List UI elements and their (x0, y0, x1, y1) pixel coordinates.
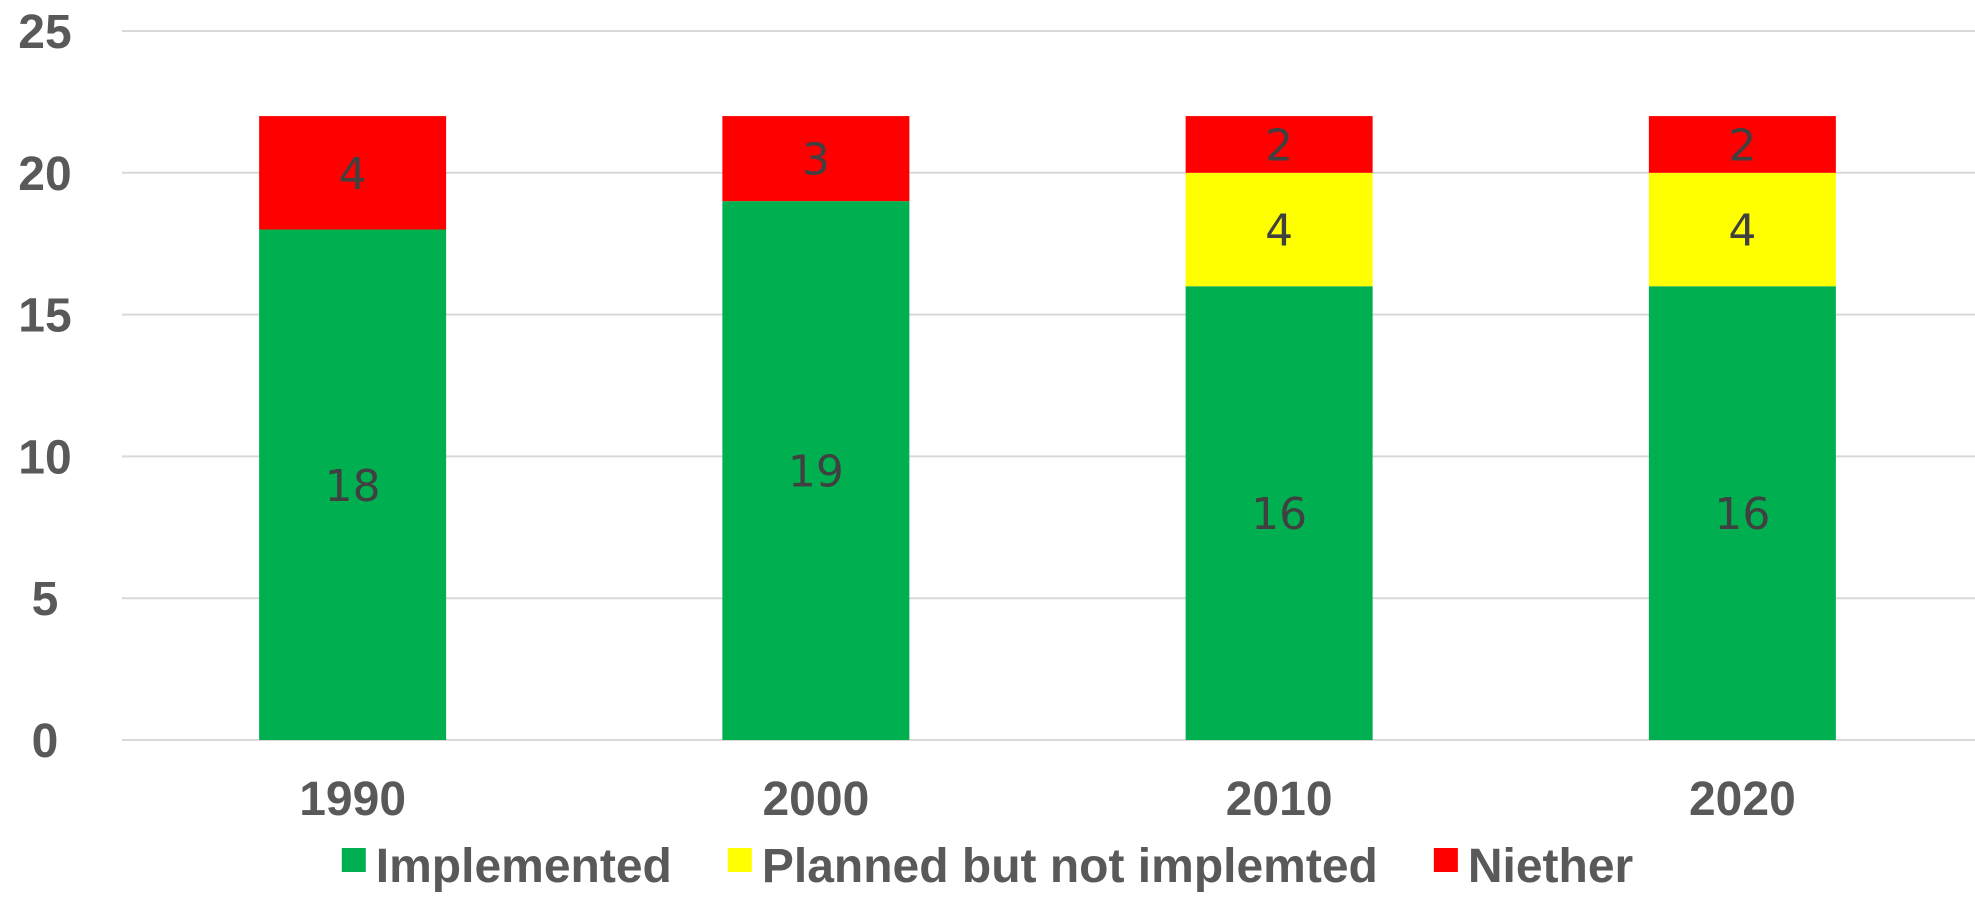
data-label: 3 (802, 135, 830, 186)
data-label: 4 (1265, 206, 1293, 257)
legend-item-2: Niether (1433, 840, 1633, 893)
y-tick-label: 0 (32, 715, 59, 768)
y-axis: 0 5 10 15 20 25 (18, 6, 71, 768)
data-label: 19 (788, 447, 844, 498)
legend-label: Implemented (376, 840, 672, 893)
legend-label: Niether (1468, 840, 1633, 893)
x-axis: 1990 2000 2010 2020 (299, 773, 1796, 826)
legend-swatch (1433, 848, 1458, 872)
y-tick-label: 25 (18, 6, 71, 59)
data-labels: 18 4 19 3 16 4 2 16 4 2 (325, 120, 1771, 540)
y-tick-label: 20 (18, 148, 71, 201)
x-tick-label: 2010 (1226, 773, 1333, 826)
data-label: 4 (339, 149, 367, 200)
bar-2020-series-0 (1648, 286, 1836, 740)
bar-1990-series-0 (259, 229, 447, 740)
bar-2000-series-0 (722, 201, 910, 740)
y-tick-label: 5 (32, 573, 59, 626)
bar-1990-series-2 (259, 116, 447, 230)
bar-2010-series-1 (1185, 172, 1373, 287)
data-label: 2 (1265, 120, 1293, 171)
bars (259, 116, 1836, 740)
y-tick-label: 10 (18, 431, 71, 484)
x-tick-label: 1990 (299, 773, 406, 826)
bar-2010-series-2 (1185, 116, 1373, 173)
x-tick-label: 2020 (1689, 773, 1796, 826)
data-label: 16 (1251, 489, 1307, 540)
bar-2010-series-0 (1185, 286, 1373, 740)
data-label: 2 (1728, 120, 1756, 171)
bar-2020-series-2 (1648, 116, 1836, 173)
data-label: 18 (325, 461, 381, 512)
legend-item-1: Planned but not implemted (727, 840, 1378, 893)
bar-2000-series-2 (722, 116, 910, 202)
y-tick-label: 15 (18, 290, 71, 343)
legend-swatch (727, 848, 752, 872)
legend-label: Planned but not implemted (762, 840, 1378, 893)
x-tick-label: 2000 (762, 773, 869, 826)
bar-2020-series-1 (1648, 172, 1836, 287)
legend-item-0: Implemented (341, 840, 672, 893)
legend-swatch (341, 848, 366, 872)
legend: Implemented Planned but not implemted Niet… (341, 840, 1633, 893)
data-label: 16 (1714, 489, 1770, 540)
data-label: 4 (1728, 206, 1756, 257)
